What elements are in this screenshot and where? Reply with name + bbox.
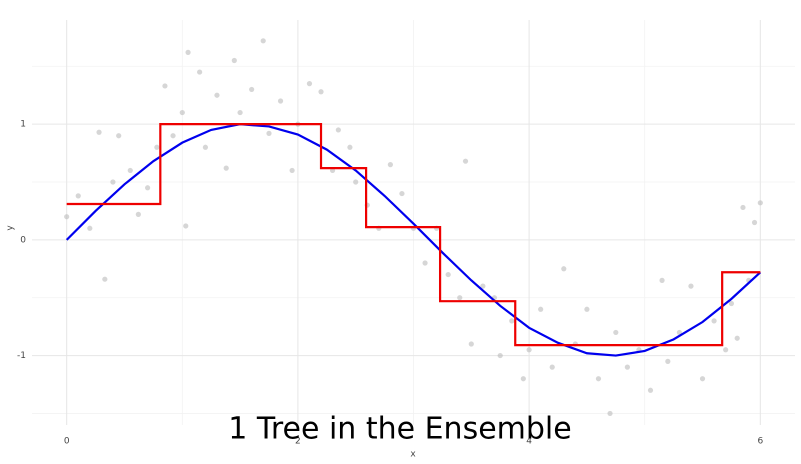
scatter-point (665, 358, 671, 364)
scatter-point (135, 211, 141, 217)
x-tick-label: 2 (295, 437, 301, 447)
scatter-point (154, 144, 160, 150)
scatter-point (711, 318, 717, 324)
scatter-point (87, 225, 93, 231)
x-tick-label: 0 (64, 437, 70, 447)
scatter-point (318, 89, 324, 95)
scatter-point (170, 133, 176, 139)
scatter-point (480, 283, 486, 289)
x-axis-title: x (410, 450, 416, 460)
scatter-point (185, 49, 191, 56)
scatter-point (422, 260, 428, 266)
scatter-point (64, 214, 70, 220)
scatter-point (659, 277, 665, 283)
scatter-point (740, 204, 746, 211)
scatter-point (399, 190, 405, 197)
scatter-point (202, 144, 209, 150)
y-tick-label: 1 (20, 120, 26, 130)
scatter-point (277, 98, 284, 104)
scatter-point (110, 179, 116, 185)
scatter-point (197, 69, 203, 75)
y-axis-title: y (6, 225, 16, 231)
scatter-point (561, 266, 567, 272)
scatter-point (353, 179, 359, 185)
scatter-point (757, 200, 763, 206)
line (66, 123, 761, 347)
scatter-point (260, 38, 266, 44)
scatter-point (347, 144, 353, 150)
scatter-point (723, 347, 729, 353)
scatter-point (145, 185, 151, 191)
scatter-point (647, 387, 654, 393)
scatter-point (237, 109, 243, 116)
scatter-point (734, 335, 740, 341)
scatter-point (526, 347, 532, 353)
x-tick-label: 4 (526, 437, 532, 447)
scatter-point (75, 193, 81, 199)
scatter-point (231, 57, 237, 64)
scatter-point (595, 376, 602, 382)
scatter-point (676, 329, 682, 336)
scatter-point (520, 376, 526, 382)
scatter-point (509, 318, 515, 324)
scatter-point (96, 129, 102, 135)
y-tick-label: -1 (17, 351, 26, 361)
scatter-point (266, 130, 272, 136)
scatter-point (102, 276, 108, 282)
scatter-point (462, 158, 469, 164)
scatter-point (116, 133, 122, 139)
scatter-point (214, 92, 220, 98)
x-tick-label: 6 (757, 437, 763, 447)
scatter-point (468, 341, 474, 347)
scatter-point (699, 376, 706, 382)
scatter-point (457, 295, 463, 301)
scatter-point (387, 162, 393, 168)
scatter-point (162, 83, 168, 89)
scatter-point (624, 364, 630, 370)
chart-title: 1 Tree in the Ensemble (228, 412, 571, 447)
scatter-point (497, 352, 503, 359)
scatter-point (179, 109, 185, 116)
scatter-point (445, 271, 451, 278)
scatter-point (584, 306, 590, 312)
scatter-point (223, 165, 229, 171)
scatter-point (751, 219, 758, 226)
scatter-point (688, 283, 694, 289)
scatter-point (183, 223, 189, 229)
scatter-point (335, 127, 341, 133)
scatter-point (538, 306, 544, 312)
scatter-point (289, 167, 295, 174)
y-tick-label: 0 (20, 235, 26, 245)
scatter-point (249, 86, 255, 93)
scatter-point (127, 167, 133, 174)
scatter-point (306, 81, 313, 87)
scatter-point (613, 329, 619, 336)
scatter-point (607, 410, 613, 417)
scatter-point (728, 300, 735, 307)
scatter-point (549, 364, 555, 370)
line (65, 123, 762, 357)
